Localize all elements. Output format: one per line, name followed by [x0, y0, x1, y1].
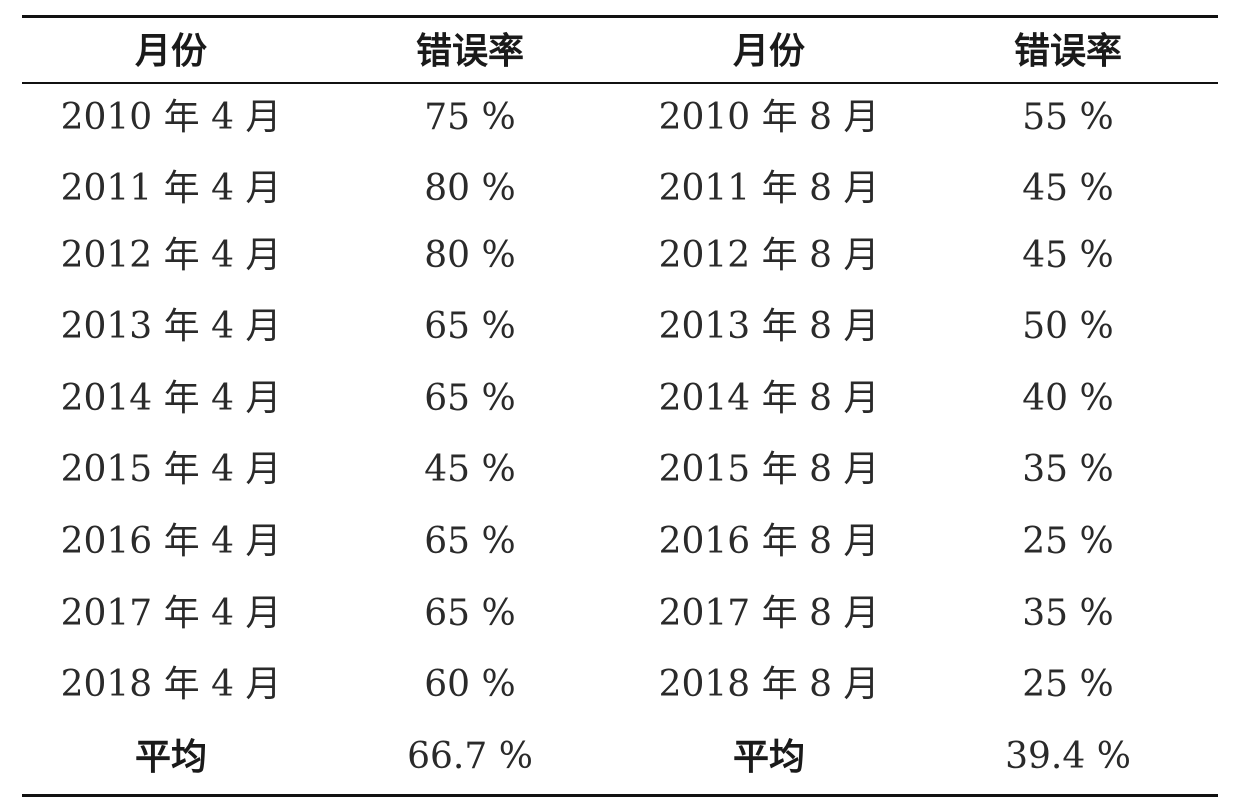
error-rate-table: 月份 错误率 月份 错误率 2010 年 4 月 75 % 2010 年 8 月…	[22, 0, 1218, 808]
cell-month: 2015 年 8 月	[658, 449, 880, 490]
cell-month: 2011 年 4 月	[60, 168, 282, 209]
average-label: 平均	[732, 736, 805, 778]
header-month-1: 月份	[134, 30, 207, 72]
cell-error-rate: 50 %	[1022, 306, 1114, 347]
table-row: 2010 年 4 月 75 % 2010 年 8 月 55 %	[22, 88, 1218, 148]
cell-error-rate: 25 %	[1022, 664, 1114, 705]
cell-error-rate: 45 %	[1022, 168, 1114, 209]
table-row: 2016 年 4 月 65 % 2016 年 8 月 25 %	[22, 512, 1218, 572]
table-header-rule	[22, 82, 1218, 84]
cell-error-rate: 40 %	[1022, 378, 1114, 419]
table-top-rule	[22, 15, 1218, 18]
header-month-2: 月份	[732, 30, 805, 72]
table-row: 2013 年 4 月 65 % 2013 年 8 月 50 %	[22, 297, 1218, 357]
cell-error-rate: 55 %	[1022, 97, 1114, 138]
cell-error-rate: 35 %	[1022, 449, 1114, 490]
header-error-rate-2: 错误率	[1013, 30, 1122, 72]
average-value: 39.4 %	[1005, 736, 1131, 777]
cell-error-rate: 80 %	[424, 168, 516, 209]
cell-error-rate: 75 %	[424, 97, 516, 138]
cell-month: 2012 年 4 月	[60, 235, 282, 276]
cell-month: 2010 年 8 月	[658, 97, 880, 138]
table-summary-row: 平均 66.7 % 平均 39.4 %	[22, 727, 1218, 787]
table-row: 2014 年 4 月 65 % 2014 年 8 月 40 %	[22, 369, 1218, 429]
cell-error-rate: 65 %	[424, 378, 516, 419]
average-label: 平均	[134, 736, 207, 778]
table-row: 2018 年 4 月 60 % 2018 年 8 月 25 %	[22, 655, 1218, 715]
table-row: 2015 年 4 月 45 % 2015 年 8 月 35 %	[22, 440, 1218, 500]
table-row: 2012 年 4 月 80 % 2012 年 8 月 45 %	[22, 226, 1218, 286]
header-error-rate-1: 错误率	[415, 30, 524, 72]
cell-month: 2013 年 4 月	[60, 306, 282, 347]
cell-error-rate: 65 %	[424, 306, 516, 347]
cell-month: 2015 年 4 月	[60, 449, 282, 490]
cell-error-rate: 45 %	[424, 449, 516, 490]
cell-error-rate: 60 %	[424, 664, 516, 705]
cell-month: 2014 年 8 月	[658, 378, 880, 419]
cell-month: 2018 年 4 月	[60, 664, 282, 705]
average-value: 66.7 %	[407, 736, 533, 777]
table-bottom-rule	[22, 794, 1218, 797]
cell-month: 2012 年 8 月	[658, 235, 880, 276]
cell-month: 2017 年 4 月	[60, 593, 282, 634]
cell-error-rate: 35 %	[1022, 593, 1114, 634]
cell-error-rate: 80 %	[424, 235, 516, 276]
table-header-row: 月份 错误率 月份 错误率	[22, 24, 1218, 78]
cell-month: 2013 年 8 月	[658, 306, 880, 347]
table-row: 2017 年 4 月 65 % 2017 年 8 月 35 %	[22, 584, 1218, 644]
cell-month: 2014 年 4 月	[60, 378, 282, 419]
cell-month: 2017 年 8 月	[658, 593, 880, 634]
cell-error-rate: 25 %	[1022, 521, 1114, 562]
cell-month: 2018 年 8 月	[658, 664, 880, 705]
cell-month: 2016 年 4 月	[60, 521, 282, 562]
cell-month: 2011 年 8 月	[658, 168, 880, 209]
cell-month: 2010 年 4 月	[60, 97, 282, 138]
table-row: 2011 年 4 月 80 % 2011 年 8 月 45 %	[22, 159, 1218, 219]
cell-error-rate: 65 %	[424, 593, 516, 634]
cell-error-rate: 65 %	[424, 521, 516, 562]
cell-month: 2016 年 8 月	[658, 521, 880, 562]
cell-error-rate: 45 %	[1022, 235, 1114, 276]
